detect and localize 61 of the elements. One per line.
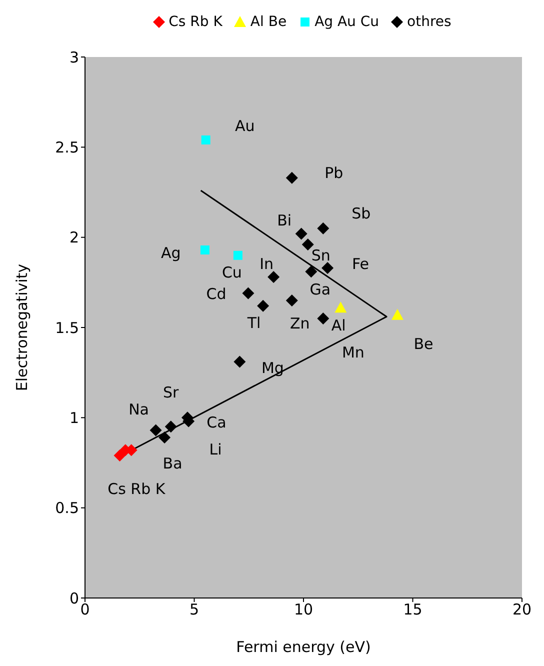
- annotation: Mn: [342, 343, 364, 362]
- y-tick-label: 1: [69, 408, 79, 427]
- point: [257, 300, 270, 312]
- annotation: Bi: [277, 212, 292, 230]
- x-tick-label: 10: [294, 600, 314, 619]
- point: [268, 271, 280, 284]
- point: [317, 312, 330, 324]
- x-axis-title: Fermi energy (eV): [236, 638, 371, 656]
- annotation: Mg: [261, 358, 284, 377]
- annotation: Na: [128, 400, 150, 418]
- point: [233, 250, 242, 260]
- y-tick-label: 1.5: [55, 318, 79, 337]
- annotation: Sb: [352, 204, 371, 222]
- point: [302, 238, 314, 251]
- point: [286, 172, 298, 184]
- annotation: Sn: [311, 246, 330, 265]
- point: [334, 302, 347, 313]
- annotation: Be: [414, 334, 434, 353]
- x-tick-label: 20: [512, 600, 532, 619]
- annotation: Cu: [222, 263, 242, 282]
- annotation: Cs Rb K: [108, 480, 166, 498]
- point: [234, 356, 246, 368]
- y-tick-label: 0: [69, 589, 79, 608]
- point: [114, 450, 126, 462]
- legend-label: othres: [407, 14, 452, 30]
- legend-label: Ag Au Cu: [314, 14, 380, 30]
- annotation: Al: [331, 316, 346, 335]
- x-tick-label: 5: [189, 600, 200, 619]
- point: [201, 135, 210, 144]
- annotation: Li: [209, 440, 222, 458]
- x-tick-label: 15: [403, 600, 422, 619]
- point: [158, 432, 171, 444]
- annotation: Ag: [161, 244, 181, 262]
- annotation: In: [260, 255, 274, 274]
- annotation: Sr: [163, 384, 180, 402]
- legend-label: Cs Rb K: [168, 14, 222, 30]
- y-tick-label: 2: [69, 228, 79, 247]
- annotation: Ba: [162, 454, 182, 473]
- point: [286, 294, 298, 306]
- y-tick-label: 2.5: [55, 138, 79, 156]
- annotation: Zn: [290, 314, 310, 332]
- point: [150, 424, 162, 436]
- y-tick-label: 3: [69, 48, 79, 66]
- annotation: Tl: [246, 314, 261, 332]
- annotation: Pb: [324, 164, 344, 182]
- point: [305, 266, 318, 278]
- legend-label: Al Be: [250, 14, 287, 30]
- point: [242, 287, 254, 300]
- annotation: Ga: [310, 280, 331, 299]
- point: [317, 222, 330, 234]
- point: [295, 228, 308, 240]
- point: [200, 245, 210, 254]
- y-axis-title: Electronegativity: [13, 264, 31, 392]
- annotation: Au: [234, 116, 255, 135]
- y-tick-label: 0.5: [55, 499, 79, 518]
- point: [164, 420, 177, 433]
- annotation: Fe: [352, 254, 370, 273]
- point: [322, 262, 334, 274]
- annotation: Ca: [206, 414, 226, 432]
- point: [391, 308, 404, 320]
- annotation: Cd: [206, 285, 226, 304]
